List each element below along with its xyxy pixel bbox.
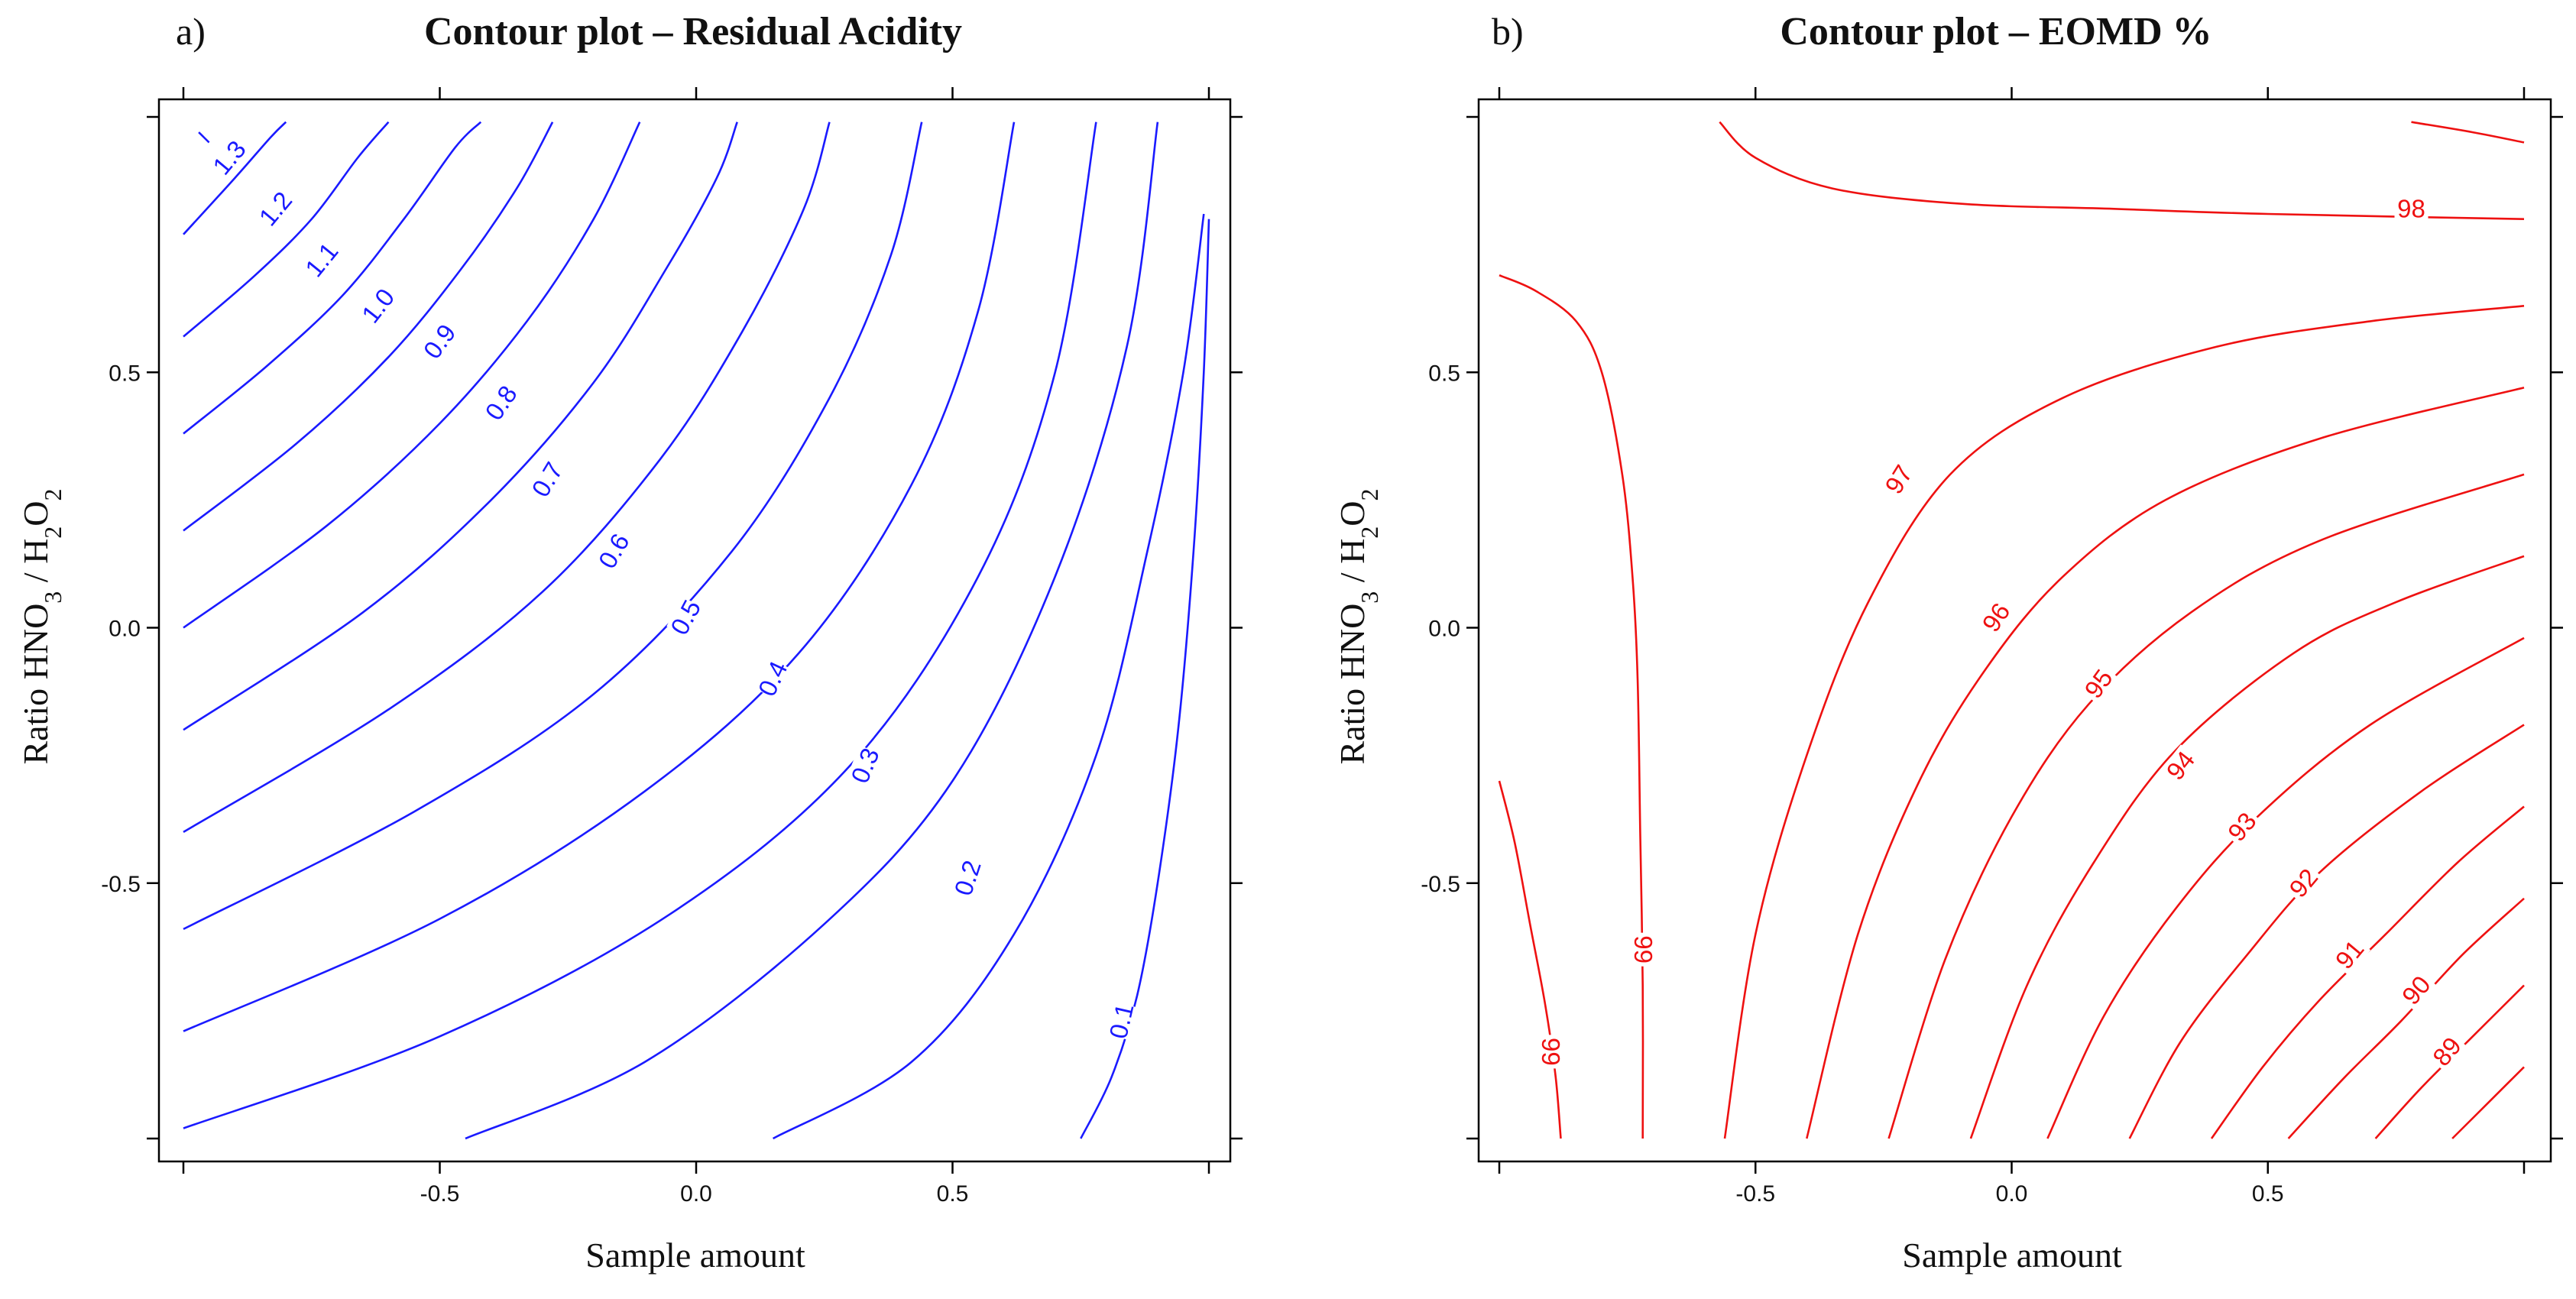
y-tick-label-b-1: 0.0 (1428, 617, 1460, 642)
contour-label-bg-b-0 (2394, 196, 2429, 222)
contour-line-b-1 (2411, 121, 2525, 144)
contour-line-a-0 (198, 131, 210, 144)
y-axis-label-a-end: O (16, 500, 55, 526)
contour-label-bg-b-8 (2221, 805, 2263, 848)
contour-line-a-10 (183, 121, 1097, 1129)
y-axis-label-b-sub1: 3 (1356, 591, 1383, 604)
contour-label-bg-a-2 (301, 238, 343, 281)
contour-label-bg-a-1 (254, 187, 296, 231)
y-axis-label-a-sub2: 2 (39, 526, 66, 539)
y-axis-label-b: Ratio HNO3 / H2O2 (1333, 488, 1383, 764)
contour-line-b-13 (2451, 1066, 2525, 1139)
y-axis-label-b-main: Ratio HNO (1333, 604, 1372, 765)
contour-label-bg-b-5 (1975, 596, 2017, 639)
y-tick-label-b-2: 0.5 (1428, 361, 1460, 386)
contour-line-a-6 (183, 121, 738, 731)
y-tick-label-a-1: 0.0 (109, 617, 141, 642)
contour-label-bg-b-3 (1537, 1035, 1564, 1069)
contour-label-bg-b-10 (2328, 933, 2371, 977)
contour-label-bg-a-5 (481, 381, 522, 425)
contour-label-bg-a-11 (950, 857, 986, 899)
contour-line-a-4 (183, 121, 554, 532)
contour-line-b-5 (1806, 387, 2525, 1139)
chart-title-b: Contour plot – EOMD % (1780, 10, 2211, 53)
contour-label-bg-b-7 (2160, 744, 2202, 787)
contour-label-b-3: 99 (1537, 1038, 1565, 1066)
x-axis-label-b: Sample amount (1902, 1236, 2122, 1275)
contour-line-a-3 (183, 121, 482, 435)
contour-line-a-5 (183, 121, 641, 629)
y-axis-label-b-sub3: 2 (1356, 488, 1383, 500)
contour-line-b-8 (2046, 637, 2525, 1139)
x-tick-label-a-2: 0.5 (937, 1181, 969, 1207)
contour-lines-b (1498, 121, 2525, 1139)
contour-line-a-13 (1080, 219, 1210, 1139)
contour-label-bg-b-12 (2426, 1030, 2468, 1074)
panel-letter-b: b) (1492, 10, 1524, 53)
y-axis-label-a: Ratio HNO3 / H2O2 (16, 488, 66, 764)
contour-line-a-12 (772, 213, 1205, 1140)
contour-label-bg-a-12 (1105, 1001, 1139, 1041)
contour-label-bg-b-4 (1878, 458, 1920, 501)
contour-line-a-1 (183, 121, 287, 235)
y-axis-label-a-main: Ratio HNO (16, 604, 55, 765)
contour-line-a-7 (183, 121, 831, 834)
contour-line-a-11 (465, 121, 1159, 1140)
y-axis-label-a-sub3: 2 (39, 488, 66, 500)
contour-label-bg-a-9 (753, 658, 792, 700)
contour-label-bg-b-9 (2283, 861, 2325, 905)
panel-b: b) Contour plot – EOMD % -0.5 0.0 0.5 -0.5 0… (1333, 10, 2563, 1275)
chart-title-a: Contour plot – Residual Acidity (424, 10, 962, 53)
x-tick-label-a-1: 0.0 (680, 1181, 712, 1207)
contour-label-bg-a-7 (594, 530, 634, 572)
contour-label-bg-a-0 (209, 136, 251, 180)
x-axis-label-a: Sample amount (585, 1236, 805, 1275)
contour-line-b-11 (2287, 897, 2525, 1139)
contour-line-a-2 (183, 121, 390, 338)
x-tick-label-b-1: 0.0 (1996, 1181, 2028, 1207)
x-tick-label-b-0: -0.5 (1735, 1181, 1775, 1207)
contour-line-b-7 (1969, 555, 2525, 1139)
y-tick-label-a-0: -0.5 (101, 872, 141, 897)
contour-line-b-3 (1498, 780, 1562, 1139)
contour-line-b-6 (1887, 473, 2525, 1139)
contour-line-b-0 (1719, 121, 2525, 220)
panel-letter-a: a) (176, 10, 206, 53)
contour-line-b-4 (1723, 305, 2525, 1139)
y-tick-label-b-0: -0.5 (1421, 872, 1460, 897)
x-tick-label-b-2: 0.5 (2252, 1181, 2284, 1207)
contour-line-a-8 (183, 121, 923, 931)
contour-label-bg-b-11 (2396, 969, 2438, 1012)
contour-label-b-2: 99 (1629, 935, 1657, 964)
contour-lines-a (183, 121, 1210, 1140)
y-axis-label-a-mid: / H (16, 539, 55, 591)
contour-label-bg-b-2 (1629, 932, 1656, 967)
contour-line-b-9 (2128, 724, 2525, 1139)
contour-label-bg-b-6 (2078, 662, 2120, 705)
contour-label-bg-a-4 (419, 320, 461, 363)
y-axis-label-b-end: O (1333, 500, 1372, 526)
y-axis-label-b-mid: / H (1333, 539, 1372, 591)
y-axis-label-b-sub2: 2 (1356, 526, 1383, 539)
plot-frame-a (157, 98, 1232, 1163)
contour-label-b-0: 98 (2397, 194, 2425, 222)
contour-label-bg-a-3 (358, 284, 399, 328)
y-tick-label-a-2: 0.5 (109, 361, 141, 386)
y-axis-label-a-sub1: 3 (39, 591, 66, 604)
contour-label-bg-a-6 (527, 458, 568, 501)
contour-label-bg-a-10 (847, 745, 884, 786)
x-tick-label-a-0: -0.5 (420, 1181, 460, 1207)
plot-frame-b (1477, 98, 2552, 1163)
contour-label-bg-a-8 (666, 596, 705, 639)
